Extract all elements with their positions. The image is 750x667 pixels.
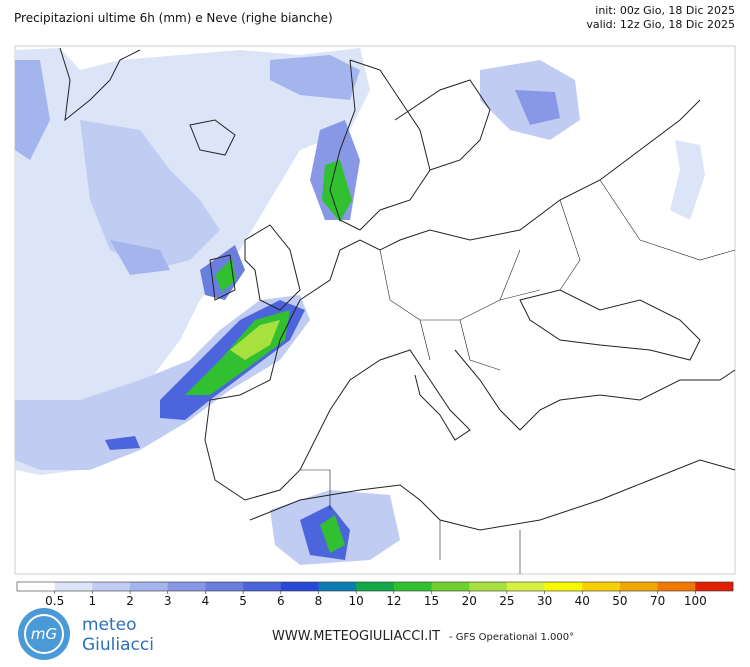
colorbar: 0.5 1 2 3 4 5 6 8 10 12 15 20 25 30 40 50 70 100 <box>16 581 734 608</box>
colorbar-label: 0.5 <box>45 594 64 608</box>
model-info: - GFS Operational 1.000° <box>449 632 574 643</box>
colorbar-label: 15 <box>424 594 439 608</box>
colorbar-segment <box>17 582 55 591</box>
colorbar-segment <box>431 582 470 591</box>
colorbar-segment <box>506 582 545 591</box>
colorbar-segment <box>167 582 206 591</box>
colorbar-label: 8 <box>315 594 323 608</box>
colorbar-segment <box>695 582 734 591</box>
colorbar-segment <box>393 582 432 591</box>
colorbar-segment <box>280 582 319 591</box>
colorbar-label: 30 <box>537 594 552 608</box>
colorbar-segment <box>619 582 658 591</box>
colorbar-segment <box>318 582 357 591</box>
colorbar-segment <box>657 582 696 591</box>
colorbar-label: 4 <box>202 594 210 608</box>
logo-text: mG <box>31 625 57 643</box>
colorbar-label: 25 <box>499 594 514 608</box>
colorbar-segment <box>469 582 508 591</box>
colorbar-segment <box>243 582 282 591</box>
colorbar-label: 50 <box>612 594 627 608</box>
colorbar-label: 10 <box>349 594 364 608</box>
map <box>14 45 736 575</box>
map-title: Precipitazioni ultime 6h (mm) e Neve (ri… <box>14 11 333 25</box>
colorbar-label: 3 <box>164 594 172 608</box>
website: WWW.METEOGIULIACCI.IT <box>272 629 440 644</box>
init-time: init: 00z Gio, 18 Dic 2025 <box>595 4 735 17</box>
logo-ring <box>24 614 64 654</box>
colorbar-label: 40 <box>575 594 590 608</box>
colorbar-label: 100 <box>684 594 707 608</box>
colorbar-segment <box>544 582 583 591</box>
colorbar-segment <box>582 582 621 591</box>
colorbar-segment <box>356 582 395 591</box>
colorbar-label: 6 <box>277 594 285 608</box>
colorbar-label: 70 <box>650 594 665 608</box>
colorbar-segment <box>205 582 244 591</box>
colorbar-label: 1 <box>89 594 97 608</box>
colorbar-segment <box>130 582 169 591</box>
footer: mG meteo Giuliacci WWW.METEOGIULIACCI.IT… <box>18 608 574 660</box>
colorbar-label: 20 <box>462 594 477 608</box>
brand-bottom: Giuliacci <box>82 635 154 655</box>
colorbar-segment <box>92 582 131 591</box>
colorbar-label: 2 <box>126 594 134 608</box>
colorbar-label: 12 <box>386 594 401 608</box>
brand-top: meteo <box>82 615 137 635</box>
colorbar-label: 5 <box>239 594 247 608</box>
valid-time: valid: 12z Gio, 18 Dic 2025 <box>586 18 735 31</box>
colorbar-segment <box>54 582 93 591</box>
